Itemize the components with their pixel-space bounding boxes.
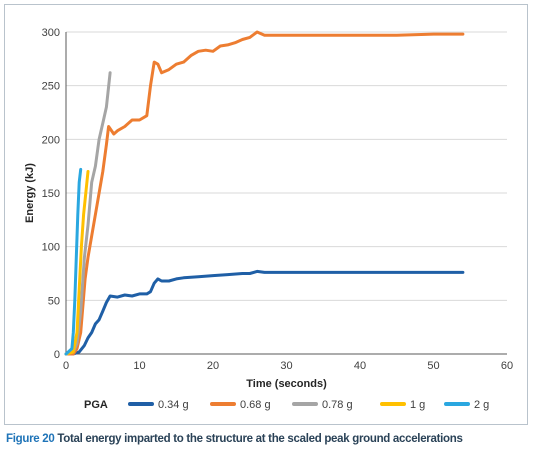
- y-tick-label: 0: [54, 349, 60, 361]
- series-line-0-78-g: [64, 71, 112, 356]
- x-tick-label: 50: [427, 360, 439, 372]
- x-tick-label: 60: [501, 360, 513, 372]
- legend-label: 2 g: [474, 399, 489, 411]
- legend-label: 1 g: [410, 399, 425, 411]
- y-tick-label: 150: [42, 188, 60, 200]
- x-tick-label: 20: [207, 360, 219, 372]
- figure-caption-text: Total energy imparted to the structure a…: [57, 433, 463, 445]
- figure-caption: Figure 20 Total energy imparted to the s…: [6, 433, 528, 445]
- y-tick-label: 200: [42, 134, 60, 146]
- figure-frame: [4, 4, 528, 425]
- x-tick-label: 0: [63, 360, 69, 372]
- energy-chart: 0 50 100 150 200 250 300 0 10 20 30 40 50 60 Time (sec…: [24, 27, 513, 411]
- x-tick-label: 10: [133, 360, 145, 372]
- y-tick-label: 100: [42, 242, 60, 254]
- x-tick-label: 40: [354, 360, 366, 372]
- x-tick-label: 30: [280, 360, 292, 372]
- series-line-0-68-g: [64, 30, 465, 356]
- figure-number: Figure 20: [6, 433, 55, 445]
- y-tick-label: 250: [42, 81, 60, 93]
- series-line-2-g: [64, 167, 83, 356]
- legend-label: 0.68 g: [240, 399, 271, 411]
- legend-label: 0.34 g: [158, 399, 189, 411]
- x-axis-label: Time (seconds): [246, 378, 327, 390]
- y-tick-label: 300: [42, 27, 60, 39]
- y-axis-label: Energy (kJ): [24, 163, 36, 223]
- legend-label: 0.78 g: [322, 399, 353, 411]
- series-line-0-34-g: [64, 269, 465, 356]
- series-line-1-g: [64, 170, 90, 356]
- y-tick-label: 50: [48, 295, 60, 307]
- legend-title: PGA: [84, 399, 108, 411]
